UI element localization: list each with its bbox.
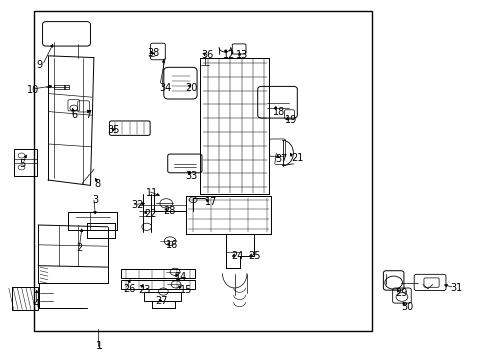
Text: 34: 34	[159, 83, 171, 93]
Text: 27: 27	[155, 296, 168, 306]
Text: 1: 1	[95, 341, 102, 351]
Text: 26: 26	[123, 284, 135, 294]
Bar	[14, 149, 37, 176]
Bar	[121, 280, 194, 289]
Text: 30: 30	[400, 302, 412, 312]
Bar	[144, 292, 181, 301]
Bar	[12, 287, 38, 310]
Text: 29: 29	[394, 288, 407, 298]
Text: 11: 11	[145, 188, 158, 198]
Text: 23: 23	[138, 285, 150, 295]
Text: 35: 35	[107, 125, 120, 135]
Text: 18: 18	[272, 107, 285, 117]
Text: 20: 20	[184, 83, 197, 93]
Text: 19: 19	[285, 114, 297, 125]
Text: 16: 16	[166, 240, 178, 250]
Text: 12: 12	[222, 50, 234, 60]
Text: 33: 33	[184, 171, 197, 181]
Text: 2: 2	[76, 243, 82, 253]
Bar	[54, 85, 64, 89]
Text: 21: 21	[290, 153, 303, 163]
Text: 5: 5	[20, 159, 26, 169]
Text: 6: 6	[71, 110, 77, 120]
Text: 8: 8	[94, 179, 100, 189]
Text: 38: 38	[147, 48, 160, 58]
Bar	[121, 269, 194, 278]
Text: 15: 15	[180, 285, 192, 295]
Text: 32: 32	[131, 200, 143, 210]
Text: 3: 3	[92, 195, 98, 205]
Text: 36: 36	[201, 50, 213, 60]
Text: 28: 28	[163, 206, 175, 216]
Text: 17: 17	[205, 197, 217, 207]
Bar	[34, 11, 371, 331]
Text: 24: 24	[230, 251, 243, 261]
Text: 14: 14	[175, 272, 187, 282]
Text: 10: 10	[27, 85, 39, 95]
Text: 25: 25	[248, 251, 261, 261]
Text: 7: 7	[85, 110, 92, 120]
Text: 9: 9	[37, 60, 43, 70]
Bar	[63, 85, 69, 89]
Text: 31: 31	[449, 283, 461, 293]
Text: 37: 37	[275, 154, 287, 164]
Text: 13: 13	[236, 50, 248, 60]
Text: 22: 22	[144, 209, 157, 219]
Text: 4: 4	[33, 299, 40, 309]
